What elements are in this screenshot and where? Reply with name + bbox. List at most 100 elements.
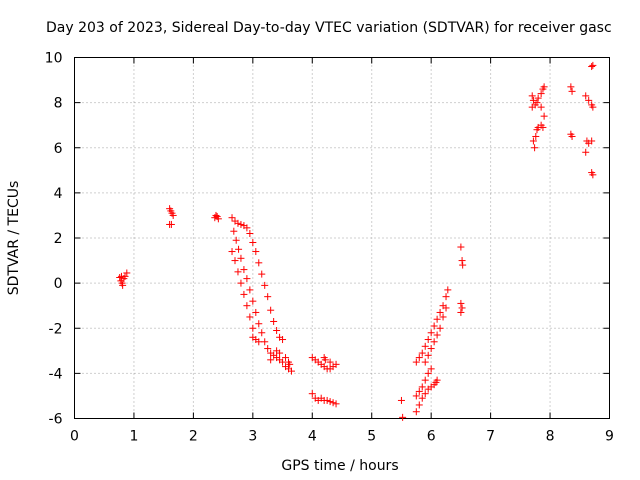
data-point [326, 358, 334, 366]
data-point [568, 87, 576, 95]
chart-title: Day 203 of 2023, Sidereal Day-to-day VTE… [46, 20, 612, 36]
grid [74, 57, 610, 419]
data-point [412, 392, 420, 400]
data-point [332, 400, 340, 408]
x-tick-label: 0 [70, 429, 79, 445]
data-point [255, 320, 263, 328]
data-point [537, 103, 545, 111]
data-point [264, 293, 272, 301]
data-point [255, 338, 263, 346]
x-tick-label: 1 [129, 429, 138, 445]
data-point [119, 281, 127, 289]
data-point [532, 132, 540, 140]
data-point [243, 275, 251, 283]
data-point [427, 345, 435, 353]
data-point [421, 358, 429, 366]
data-point [323, 396, 331, 404]
data-point [459, 261, 467, 269]
data-point [427, 329, 435, 337]
data-point [258, 329, 266, 337]
y-tick-label: 10 [45, 51, 63, 67]
data-point [528, 103, 536, 111]
data-point [240, 266, 248, 274]
x-tick-label: 4 [308, 429, 317, 445]
data-point [228, 248, 236, 256]
data-point [240, 290, 248, 298]
data-point [433, 376, 441, 384]
y-tick-label: 2 [54, 231, 63, 247]
data-point [540, 83, 548, 91]
data-point [588, 137, 596, 145]
data-point [264, 345, 272, 353]
data-point [436, 308, 444, 316]
data-point [234, 219, 242, 227]
data-point [249, 297, 257, 305]
data-point [237, 220, 245, 228]
data-point [415, 401, 423, 409]
data-point [237, 254, 245, 262]
data-point [589, 171, 597, 179]
data-point [418, 349, 426, 357]
data-point [424, 336, 432, 344]
data-point [442, 304, 450, 312]
y-axis-label: SDTVAR / TECUs [6, 181, 22, 296]
data-point [246, 313, 254, 321]
data-point [243, 224, 251, 232]
data-point [116, 273, 124, 281]
x-tick-label: 3 [248, 429, 257, 445]
data-point [531, 144, 539, 152]
x-tick-label: 7 [486, 429, 495, 445]
data-point [267, 306, 275, 314]
data-point [424, 351, 432, 359]
data-point [433, 331, 441, 339]
data-point [568, 132, 576, 140]
y-tick-label: 4 [54, 186, 63, 202]
x-tick-label: 6 [427, 429, 436, 445]
data-point [279, 336, 287, 344]
data-points [116, 61, 597, 421]
data-point [243, 302, 251, 310]
x-tick-label: 9 [605, 429, 614, 445]
data-point [399, 413, 407, 421]
data-point [533, 99, 541, 107]
data-point [249, 324, 257, 332]
y-ticks: -6 -4 -2 0 2 4 6 8 10 [45, 51, 610, 428]
data-point [286, 360, 294, 368]
data-point [308, 390, 316, 398]
x-tick-label: 2 [189, 429, 198, 445]
y-tick-label: -4 [49, 366, 63, 382]
data-point [442, 293, 450, 301]
data-point [276, 349, 284, 357]
data-point [588, 63, 596, 71]
y-tick-label: -2 [49, 321, 63, 337]
data-point [267, 356, 275, 364]
data-point [427, 365, 435, 373]
x-tick-label: 8 [546, 429, 555, 445]
data-point [167, 220, 175, 228]
data-point [255, 259, 263, 267]
data-point [231, 257, 239, 265]
data-point [261, 338, 269, 346]
data-point [282, 354, 290, 362]
data-point [252, 248, 260, 256]
data-point [235, 245, 243, 253]
data-point [273, 327, 281, 335]
data-point [246, 229, 254, 237]
data-point [457, 243, 465, 251]
data-point [258, 270, 266, 278]
data-point [582, 148, 590, 156]
data-point [585, 96, 593, 104]
data-point [457, 308, 465, 316]
x-tick-label: 5 [367, 429, 376, 445]
data-point [567, 83, 575, 91]
data-point [214, 215, 222, 223]
data-point [589, 61, 597, 69]
data-point [539, 123, 547, 131]
data-point [436, 324, 444, 332]
data-point [252, 308, 260, 316]
data-point [537, 90, 545, 98]
data-point [421, 376, 429, 384]
data-point [287, 367, 295, 375]
data-point [169, 211, 177, 219]
